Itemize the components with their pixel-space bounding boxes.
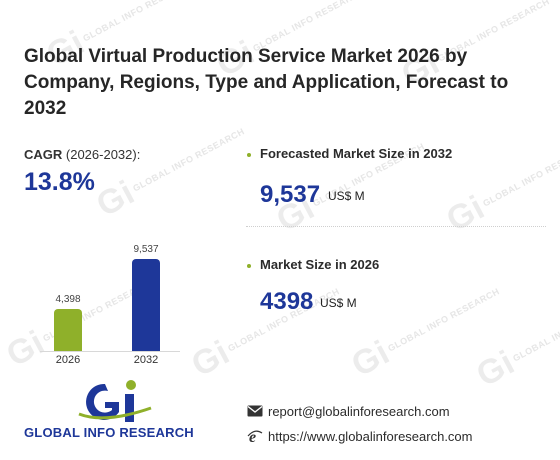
bullet-icon bbox=[247, 264, 251, 268]
bar-value-label-2032: 9,537 bbox=[133, 244, 159, 255]
cagr-label-text: CAGR bbox=[24, 147, 63, 162]
logo-text: GLOBAL INFO RESEARCH bbox=[24, 425, 194, 440]
website-link[interactable]: https://www.globalinforesearch.com bbox=[268, 429, 473, 444]
page-title: Global Virtual Production Service Market… bbox=[24, 46, 509, 119]
bullet-icon bbox=[247, 153, 251, 157]
cagr-label: CAGR (2026-2032): bbox=[24, 147, 140, 162]
cagr-period: (2026-2032): bbox=[62, 147, 141, 162]
email-link[interactable]: report@globalinforesearch.com bbox=[268, 404, 450, 419]
bar-category-2026: 2026 bbox=[55, 354, 81, 366]
svg-text:e: e bbox=[249, 429, 256, 444]
divider bbox=[246, 226, 546, 227]
current-unit: US$ M bbox=[320, 296, 357, 310]
global-info-research-logo bbox=[78, 380, 152, 422]
chart-baseline bbox=[40, 351, 180, 352]
current-label: Market Size in 2026 bbox=[260, 257, 380, 272]
forecast-unit: US$ M bbox=[328, 189, 365, 203]
bar-value-label-2026: 4,398 bbox=[55, 294, 81, 305]
internet-explorer-icon: e bbox=[247, 429, 263, 444]
forecast-label: Forecasted Market Size in 2032 bbox=[260, 146, 453, 161]
cagr-value: 13.8% bbox=[24, 168, 95, 196]
bar-2032 bbox=[132, 259, 160, 351]
forecast-value: 9,537 bbox=[260, 181, 321, 208]
bar-category-2032: 2032 bbox=[133, 354, 159, 366]
envelope-icon bbox=[247, 405, 263, 417]
current-value: 4398 bbox=[260, 288, 314, 315]
bar-2026 bbox=[54, 309, 82, 351]
